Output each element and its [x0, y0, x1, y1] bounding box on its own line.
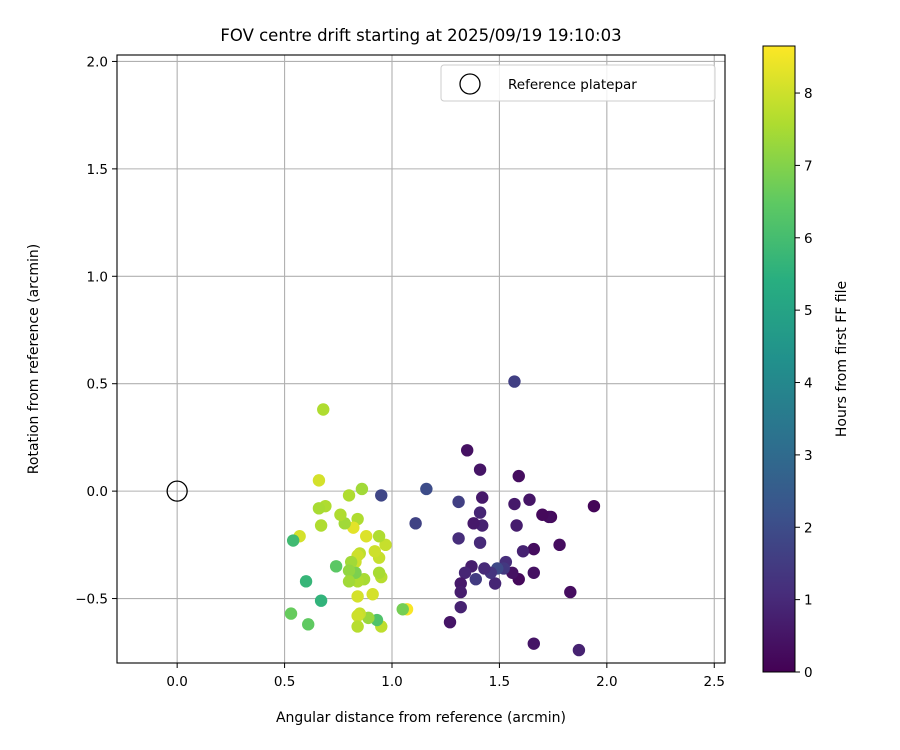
data-point [329, 560, 343, 573]
data-point [452, 532, 465, 545]
data-point [334, 508, 347, 521]
data-point [510, 519, 523, 532]
data-point [512, 469, 525, 483]
data-point [368, 545, 382, 558]
x-tick-label: 0.5 [274, 674, 295, 690]
y-axis-ticks: −0.5 0.0 0.5 1.0 1.5 2.0 [75, 54, 117, 608]
data-point [286, 534, 300, 547]
colorbar-tick-label: 7 [804, 158, 813, 174]
colorbar: 0 1 2 3 4 5 6 7 8 Hours from first FF file [762, 45, 850, 681]
data-point [366, 588, 379, 601]
data-point [454, 585, 467, 599]
data-point [314, 594, 328, 607]
y-tick-label: 2.0 [87, 54, 108, 70]
colorbar-tick-label: 2 [804, 520, 813, 536]
data-point [342, 564, 356, 577]
data-point [312, 474, 326, 487]
data-points [284, 375, 601, 657]
data-point [302, 618, 315, 631]
data-point [460, 444, 474, 457]
data-point [360, 530, 373, 543]
colorbar-tick-label: 3 [804, 448, 813, 464]
data-point [587, 499, 601, 513]
data-point [355, 482, 369, 496]
legend: Reference platepar [440, 64, 716, 102]
colorbar-tick-label: 0 [804, 665, 813, 681]
data-point [312, 502, 326, 515]
colorbar-tick-label: 8 [804, 86, 813, 102]
data-point [536, 508, 549, 521]
data-point [553, 538, 566, 552]
x-tick-label: 1.0 [381, 674, 402, 690]
data-point [342, 575, 356, 588]
data-point [342, 489, 356, 502]
data-point [572, 643, 586, 657]
data-point [476, 491, 489, 504]
y-tick-label: 1.0 [87, 269, 108, 285]
data-point [454, 577, 467, 590]
legend-marker [459, 73, 481, 95]
data-point [527, 542, 540, 556]
data-point [458, 566, 472, 579]
data-point [527, 637, 540, 650]
plot-frame [116, 54, 726, 664]
data-point [396, 603, 409, 616]
data-point [375, 489, 388, 502]
data-point [473, 463, 487, 476]
data-point [473, 536, 487, 549]
colorbar-tick-label: 6 [804, 231, 813, 247]
colorbar-ticks: 0 1 2 3 4 5 6 7 8 [795, 86, 813, 681]
colorbar-label: Hours from first FF file [834, 281, 850, 437]
x-tick-label: 2.0 [596, 674, 617, 690]
data-point [467, 517, 480, 530]
colorbar-tick-label: 1 [804, 593, 813, 609]
colorbar-gradient [762, 45, 796, 673]
data-point [372, 566, 386, 579]
x-tick-label: 1.5 [489, 674, 510, 690]
x-axis-label: Angular distance from reference (arcmin) [276, 710, 566, 726]
data-point [379, 538, 392, 552]
data-point [317, 403, 330, 416]
data-point [351, 609, 364, 622]
data-point [454, 600, 467, 614]
y-tick-label: 1.5 [87, 162, 108, 178]
data-point [420, 482, 433, 496]
data-point [564, 585, 577, 599]
legend-box [440, 64, 716, 102]
y-axis-label: Rotation from reference (arcmin) [26, 244, 42, 474]
data-point [469, 573, 482, 586]
x-tick-label: 0.0 [166, 674, 187, 690]
data-point [351, 620, 364, 633]
data-point [372, 530, 386, 543]
data-point [523, 493, 536, 506]
chart-title: FOV centre drift starting at 2025/09/19 … [220, 26, 621, 45]
data-point [488, 577, 502, 590]
data-point [473, 506, 487, 519]
data-point [478, 562, 491, 575]
data-point [443, 615, 457, 629]
data-point [508, 375, 521, 388]
grid-lines [117, 55, 725, 663]
data-point [314, 519, 328, 532]
y-tick-label: 0.5 [87, 377, 108, 393]
legend-label: Reference platepar [508, 77, 637, 93]
data-point [516, 545, 530, 558]
data-point [527, 566, 540, 579]
reference-marker [166, 480, 188, 502]
data-point [299, 575, 313, 588]
data-point [351, 590, 364, 603]
y-tick-label: −0.5 [75, 592, 108, 608]
colorbar-tick-label: 5 [804, 303, 813, 319]
data-point [508, 497, 521, 511]
data-point [284, 607, 298, 620]
x-tick-label: 2.5 [704, 674, 725, 690]
data-point [452, 495, 465, 509]
data-point [409, 517, 422, 530]
colorbar-tick-label: 4 [804, 376, 813, 392]
y-tick-label: 0.0 [87, 484, 108, 500]
x-axis-ticks: 0.0 0.5 1.0 1.5 2.0 2.5 [166, 663, 725, 690]
